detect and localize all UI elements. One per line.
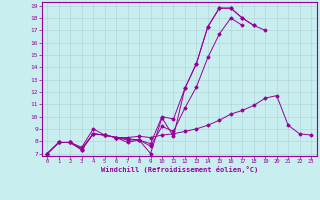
X-axis label: Windchill (Refroidissement éolien,°C): Windchill (Refroidissement éolien,°C) <box>100 166 258 173</box>
